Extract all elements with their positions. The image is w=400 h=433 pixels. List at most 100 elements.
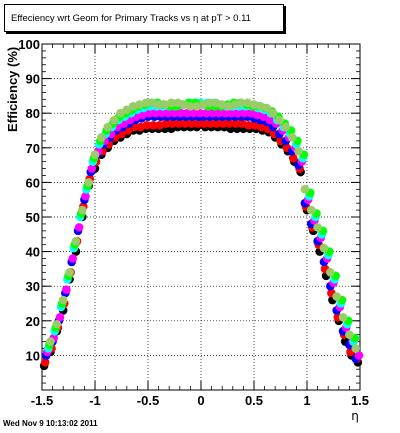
data-point: [90, 150, 100, 160]
data-point: [332, 292, 341, 301]
data-point: [109, 115, 119, 125]
data-point: [300, 185, 310, 194]
data-point: [71, 236, 81, 246]
data-point: [288, 153, 298, 163]
y-tick-label: 10: [26, 348, 40, 363]
y-tick-label: 100: [18, 37, 40, 52]
data-point: [182, 108, 192, 118]
y-tick-label: 50: [26, 210, 40, 225]
data-point: [195, 108, 205, 118]
data-point: [68, 254, 78, 263]
data-point: [149, 121, 158, 130]
data-point: [265, 115, 275, 125]
data-point: [319, 243, 329, 253]
data-point: [97, 133, 106, 142]
data-point: [212, 119, 222, 128]
data-point: [231, 119, 241, 128]
data-point: [186, 101, 195, 111]
x-tick-label: -1: [89, 393, 101, 408]
data-point: [244, 121, 253, 130]
data-point: [144, 108, 154, 118]
data-point: [345, 330, 354, 339]
data-point: [225, 119, 234, 128]
data-points: [39, 98, 364, 371]
data-point: [176, 108, 186, 118]
data-point: [205, 98, 214, 108]
data-point: [199, 119, 209, 128]
x-tick-label: -0.5: [137, 393, 159, 408]
axis-ticks: [41, 43, 361, 391]
x-tick-label: 0: [197, 393, 204, 408]
y-axis-label: Efficiency (%): [5, 47, 20, 132]
data-point: [189, 108, 198, 118]
chart-title-box: Effeciency wrt Geom for Primary Tracks v…: [4, 4, 284, 32]
data-point: [268, 108, 278, 118]
y-tick-label: 30: [26, 279, 40, 294]
data-point: [74, 223, 84, 232]
data-point: [306, 205, 316, 215]
data-point: [193, 119, 203, 128]
data-point: [40, 358, 50, 367]
data-point: [81, 191, 90, 201]
data-point: [275, 115, 284, 125]
data-point: [46, 337, 55, 346]
data-point: [122, 105, 132, 115]
data-point: [84, 178, 93, 187]
data-point: [208, 108, 217, 118]
data-point: [62, 285, 71, 294]
x-tick-label: 1.5: [351, 393, 369, 408]
x-tick-label: 1: [303, 393, 310, 408]
data-point: [55, 313, 65, 322]
data-point: [154, 100, 163, 109]
data-point: [227, 108, 237, 118]
x-tick-labels: -1.5 -1 -0.5 0 0.5 1 1.5: [31, 393, 369, 408]
y-tick-label: 40: [26, 245, 40, 260]
data-point: [313, 223, 322, 232]
data-point: [240, 108, 249, 118]
data-point: [87, 164, 97, 173]
y-tick-label: 80: [26, 106, 40, 121]
data-point: [141, 98, 151, 108]
data-point: [180, 119, 190, 128]
data-point: [354, 351, 364, 360]
data-point: [262, 103, 272, 113]
data-point: [116, 108, 125, 118]
y-tick-label: 70: [26, 141, 40, 156]
data-point: [58, 295, 68, 305]
y-tick-label: 90: [26, 72, 40, 87]
y-tick-label: 60: [26, 175, 40, 190]
data-point: [206, 119, 215, 128]
data-point: [77, 205, 87, 215]
data-point: [287, 133, 297, 142]
data-point: [221, 108, 230, 118]
data-point: [202, 108, 211, 118]
data-point: [233, 108, 243, 118]
data-point: [259, 112, 268, 121]
data-point: [163, 108, 173, 118]
data-series: [46, 98, 361, 353]
x-tick-label: 0.5: [245, 393, 263, 408]
data-point: [167, 98, 176, 108]
data-point: [65, 268, 74, 277]
data-point: [142, 121, 152, 130]
data-point: [170, 108, 179, 118]
data-point: [52, 319, 62, 329]
data-point: [174, 119, 184, 128]
timestamp: Wed Nov 9 10:13:02 2011: [3, 419, 98, 428]
data-point: [161, 119, 171, 128]
data-point: [187, 119, 196, 128]
data-point: [151, 108, 160, 118]
y-tick-label: 20: [26, 314, 40, 329]
x-tick-label: -1.5: [31, 393, 53, 408]
data-point: [281, 122, 291, 132]
data-point: [157, 108, 167, 118]
data-point: [218, 119, 228, 128]
x-axis-label: η: [351, 409, 359, 423]
data-point: [351, 344, 361, 353]
data-point: [294, 146, 303, 156]
data-point: [214, 108, 224, 118]
chart-title: Effeciency wrt Geom for Primary Tracks v…: [11, 12, 251, 24]
data-point: [168, 119, 177, 128]
data-point: [326, 268, 335, 277]
